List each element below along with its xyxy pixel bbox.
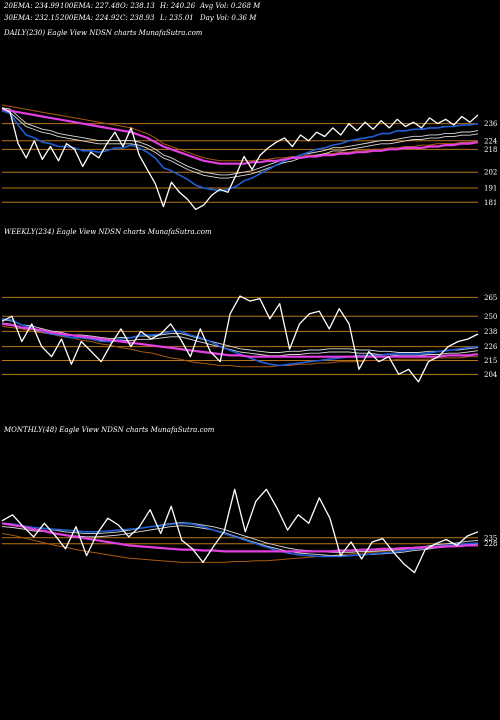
weekly-price-line (1, 295, 479, 383)
monthly-ema-mid-line-lower (1, 525, 479, 556)
stat-low: L: 235.01 (159, 14, 194, 22)
stat-close: C: 238.93 (120, 14, 155, 22)
daily-level-label-236: 236 (484, 120, 498, 128)
daily-level-label-218: 218 (484, 146, 497, 154)
daily-level-label-202: 202 (484, 169, 497, 177)
weekly-level-label-238: 238 (484, 328, 497, 336)
weekly-ema-long-line (1, 325, 478, 368)
weekly-series (1, 295, 479, 383)
weekly-level-label-204: 204 (484, 371, 498, 379)
monthly-level-label-235: 235 (484, 534, 497, 542)
monthly-ema-short-line (1, 522, 479, 558)
weekly-ema-magenta-line (1, 322, 479, 358)
weekly-panel-title: WEEKLY(234) Eagle View NDSN charts Munaf… (4, 228, 212, 236)
daily-series (1, 104, 479, 211)
stat-20ema: 20EMA: 234.99 (3, 2, 60, 10)
weekly-panel: WEEKLY(234) Eagle View NDSN charts Munaf… (1, 228, 498, 383)
weekly-level-label-226: 226 (484, 343, 498, 351)
weekly-level-label-215: 215 (484, 357, 497, 365)
stat-day-vol: Day Vol: 0.36 M (199, 14, 257, 22)
weekly-ema-mid-line-upper (1, 319, 479, 353)
stat-open: O: 238.13 (120, 2, 155, 10)
daily-panel-title: DAILY(230) Eagle View NDSN charts Munafa… (3, 29, 203, 37)
stat-200ema: 200EMA: 224.92 (59, 14, 120, 22)
stat-high: H: 240.26 (159, 2, 196, 10)
monthly-level-label-228: 228 (484, 540, 497, 548)
daily-price-line (1, 107, 479, 211)
daily-ema-short-line (1, 109, 479, 192)
daily-ema-mid-line-upper (1, 107, 479, 176)
stats-header: 20EMA: 234.99 100EMA: 227.48 O: 238.13 H… (3, 2, 261, 22)
stat-100ema: 100EMA: 227.48 (60, 2, 120, 10)
monthly-panel-title: MONTHLY(48) Eagle View NDSN charts Munaf… (3, 426, 215, 434)
stat-avg-vol: Avg Vol: 0.268 M (199, 2, 261, 10)
daily-panel: DAILY(230) Eagle View NDSN charts Munafa… (1, 29, 498, 211)
monthly-ema-long-line (1, 533, 479, 563)
weekly-ema-short-line (1, 318, 479, 367)
monthly-price-line (1, 488, 479, 574)
daily-ema-long-line (1, 104, 479, 162)
daily-level-label-224: 224 (484, 137, 498, 145)
weekly-level-label-265: 265 (484, 294, 497, 302)
weekly-level-label-250: 250 (484, 313, 497, 321)
daily-ema-mid-line-lower (1, 110, 479, 179)
daily-level-label-181: 181 (484, 199, 497, 207)
monthly-series (1, 488, 479, 574)
monthly-ema-magenta-line (1, 522, 478, 553)
monthly-panel: MONTHLY(48) Eagle View NDSN charts Munaf… (1, 426, 497, 574)
daily-level-label-191: 191 (484, 184, 497, 192)
daily-ema-magenta-line (1, 108, 479, 165)
stat-30ema: 30EMA: 232.15 (4, 14, 60, 22)
